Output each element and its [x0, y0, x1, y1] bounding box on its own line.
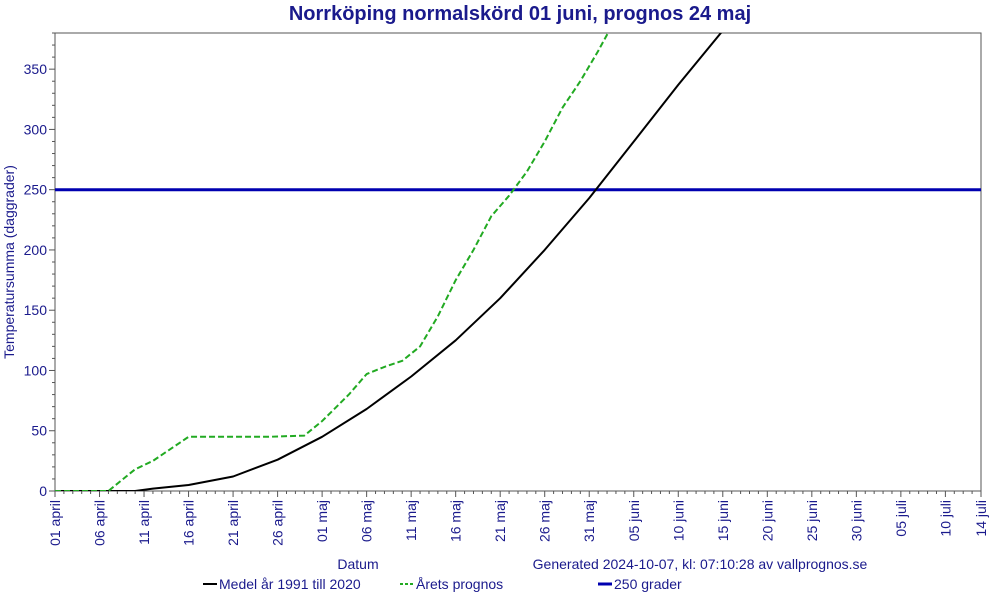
x-tick-label: 21 april [225, 500, 241, 546]
x-tick-label: 11 maj [403, 500, 419, 541]
series-line-1 [55, 33, 610, 491]
y-tick-label: 0 [39, 483, 47, 499]
x-tick-label: 14 juli [973, 500, 989, 537]
x-tick-label: 10 juni [670, 500, 686, 541]
generated-text: Generated 2024-10-07, kl: 07:10:28 av va… [533, 556, 868, 572]
legend-label: 250 grader [614, 576, 682, 592]
x-tick-label: 26 maj [537, 500, 553, 542]
y-tick-label: 250 [24, 182, 48, 198]
x-axis: 01 april 06 april 11 april 16 april 21 april… [47, 491, 989, 546]
x-tick-label: 01 april [47, 500, 63, 546]
y-tick-label: 50 [31, 423, 47, 439]
y-tick-label: 100 [24, 362, 48, 378]
y-axis: 0 50 100 150 200 250 300 350 [24, 32, 55, 499]
legend: Medel år 1991 till 2020 Årets prognos 250 … [203, 576, 682, 592]
x-tick-label: 25 juni [804, 500, 820, 541]
series-layer [55, 33, 981, 491]
y-tick-label: 350 [24, 61, 48, 77]
x-tick-label: 15 juni [715, 500, 731, 541]
y-tick-label: 300 [24, 121, 48, 137]
x-tick-label: 11 april [136, 500, 152, 545]
x-tick-label: 10 juli [937, 500, 953, 537]
x-tick-label: 05 juli [893, 500, 909, 537]
series-line-0 [55, 33, 723, 491]
chart-title: Norrköping normalskörd 01 juni, prognos … [289, 3, 751, 25]
x-tick-label: 31 maj [581, 500, 597, 542]
y-tick-label: 200 [24, 242, 48, 258]
x-tick-label: 06 april [92, 500, 108, 546]
legend-label: Årets prognos [416, 576, 503, 592]
x-tick-label: 26 april [270, 500, 286, 546]
x-tick-label: 05 juni [626, 500, 642, 541]
x-axis-label: Datum [337, 556, 378, 572]
x-tick-label: 01 maj [314, 500, 330, 542]
x-tick-label: 06 maj [359, 500, 375, 542]
y-tick-label: 150 [24, 302, 48, 318]
x-tick-label: 20 juni [759, 500, 775, 541]
y-axis-label: Temperatursumma (daggrader) [1, 165, 17, 359]
x-tick-label: 16 april [181, 500, 197, 546]
x-tick-label: 16 maj [448, 500, 464, 542]
legend-label: Medel år 1991 till 2020 [219, 576, 361, 592]
x-tick-label: 30 juni [848, 500, 864, 541]
x-tick-label: 21 maj [492, 500, 508, 542]
